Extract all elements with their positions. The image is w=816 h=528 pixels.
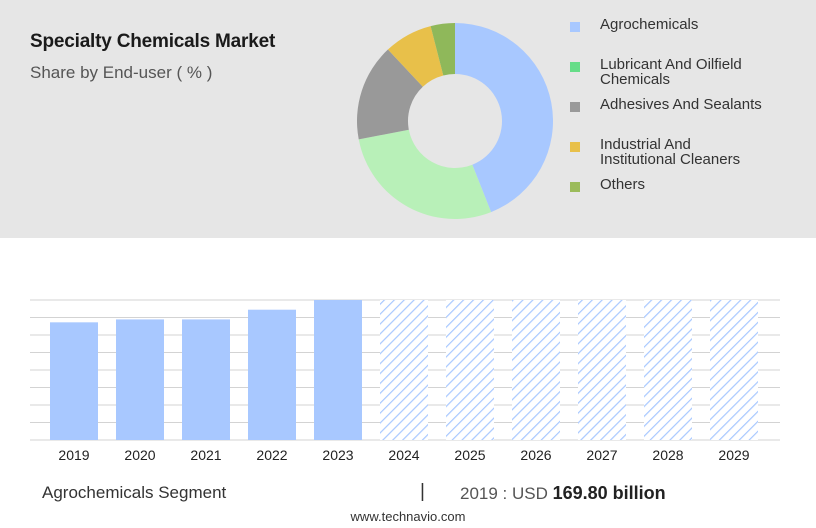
donut-slice-agrochemicals bbox=[455, 23, 553, 213]
chart-title: Specialty Chemicals Market bbox=[30, 31, 276, 52]
footer-year-prefix: 2019 : USD bbox=[460, 484, 548, 503]
x-tick-label-2023: 2023 bbox=[322, 447, 353, 463]
bar-2029 bbox=[710, 300, 758, 440]
donut-slice-others bbox=[430, 23, 455, 76]
bar-2028 bbox=[644, 300, 692, 440]
donut-slice-adhesives-and-sealants bbox=[357, 49, 423, 140]
x-tick-label-2024: 2024 bbox=[388, 447, 419, 463]
chart-subtitle: Share by End-user ( % ) bbox=[30, 63, 213, 82]
footer-url: www.technavio.com bbox=[350, 509, 466, 524]
x-tick-label-2026: 2026 bbox=[520, 447, 551, 463]
footer-divider: | bbox=[420, 481, 425, 502]
x-tick-label-2019: 2019 bbox=[58, 447, 89, 463]
x-tick-label-2020: 2020 bbox=[124, 447, 155, 463]
x-tick-label-2029: 2029 bbox=[718, 447, 749, 463]
x-tick-label-2025: 2025 bbox=[454, 447, 485, 463]
legend-swatch bbox=[570, 22, 580, 32]
legend-label: Others bbox=[600, 176, 646, 193]
bar-chart: 2019 2020 2021 2022 2023 2024 2025 2026 2027 2028… bbox=[30, 299, 780, 463]
legend-label: Agrochemicals bbox=[600, 16, 699, 33]
legend-swatch bbox=[570, 142, 580, 152]
legend-swatch bbox=[570, 62, 580, 72]
donut-chart bbox=[357, 23, 553, 219]
bar-2020 bbox=[116, 319, 164, 440]
x-tick-label-2027: 2027 bbox=[586, 447, 617, 463]
legend-swatch bbox=[570, 102, 580, 112]
donut-slice-industrial-and-institutional-cleaners bbox=[387, 26, 444, 87]
x-tick-label-2022: 2022 bbox=[256, 447, 287, 463]
bar-2023 bbox=[314, 300, 362, 440]
legend-label: Adhesives And Sealants bbox=[600, 96, 762, 113]
bar-2019 bbox=[50, 322, 98, 440]
donut-slice-lubricant-and-oilfield-chemicals bbox=[358, 129, 492, 219]
x-tick-label-2028: 2028 bbox=[652, 447, 683, 463]
bar-2027 bbox=[578, 300, 626, 440]
footer-amount: 169.80 billion bbox=[552, 483, 666, 503]
bar-2025 bbox=[446, 300, 494, 440]
x-tick-label-2021: 2021 bbox=[190, 447, 221, 463]
legend-swatch bbox=[570, 182, 580, 192]
bar-2021 bbox=[182, 319, 230, 440]
bar-2024 bbox=[380, 300, 428, 440]
legend-label: Lubricant And Oilfield Chemicals bbox=[600, 56, 742, 88]
bar-2026 bbox=[512, 300, 560, 440]
footer-value: 2019 : USD 169.80 billion bbox=[460, 483, 666, 504]
bar-2022 bbox=[248, 309, 296, 440]
legend-label: Industrial And Institutional Cleaners bbox=[600, 136, 741, 168]
footer-segment: Agrochemicals Segment bbox=[42, 483, 227, 502]
